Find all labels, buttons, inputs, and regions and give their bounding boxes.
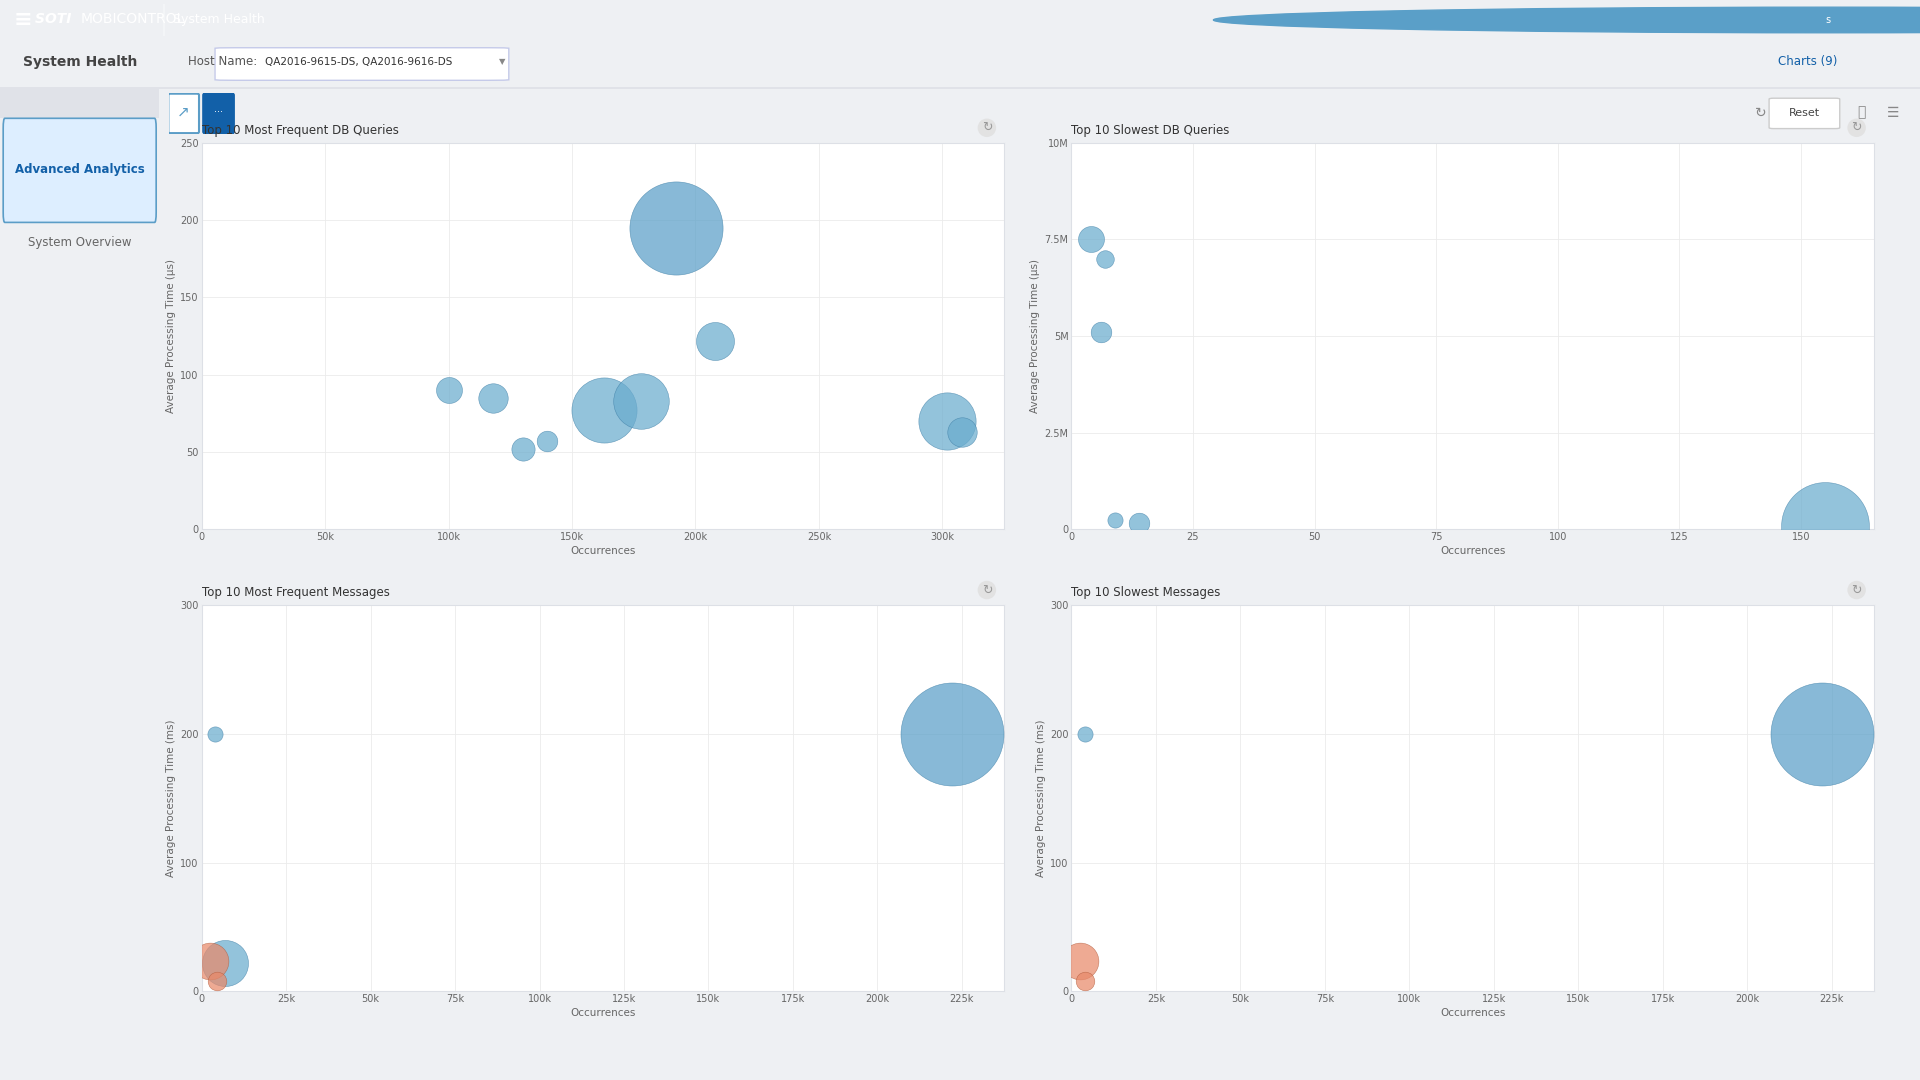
FancyBboxPatch shape xyxy=(204,94,234,133)
FancyBboxPatch shape xyxy=(169,94,200,133)
Point xyxy=(1064,951,1094,969)
Point xyxy=(1085,323,1116,340)
Point xyxy=(1075,231,1106,248)
Text: System Overview: System Overview xyxy=(29,235,131,248)
Text: ≡: ≡ xyxy=(13,10,33,30)
Text: Host Name:: Host Name: xyxy=(188,55,257,68)
Text: System Health: System Health xyxy=(23,55,138,69)
Text: ‧‧‧: ‧‧‧ xyxy=(213,108,223,118)
FancyBboxPatch shape xyxy=(215,48,509,80)
Point xyxy=(1123,514,1154,531)
Point xyxy=(1807,725,1837,742)
X-axis label: Occurrences: Occurrences xyxy=(1440,1009,1505,1018)
FancyBboxPatch shape xyxy=(0,89,159,119)
Text: SOTI: SOTI xyxy=(35,12,75,26)
X-axis label: Occurrences: Occurrences xyxy=(570,1009,636,1018)
Point xyxy=(507,441,538,458)
Text: Top 10 Most Frequent Messages: Top 10 Most Frequent Messages xyxy=(202,586,390,599)
X-axis label: Occurrences: Occurrences xyxy=(1440,546,1505,556)
FancyBboxPatch shape xyxy=(163,4,165,36)
Text: ☰: ☰ xyxy=(1887,106,1899,120)
Text: ↻: ↻ xyxy=(1851,121,1862,134)
Text: ↻: ↻ xyxy=(1755,106,1766,120)
Point xyxy=(947,423,977,441)
Text: Top 10 Slowest DB Queries: Top 10 Slowest DB Queries xyxy=(1071,124,1229,137)
Point xyxy=(931,413,962,430)
Point xyxy=(1069,972,1100,989)
Text: Advanced Analytics: Advanced Analytics xyxy=(15,163,144,176)
Text: ↻: ↻ xyxy=(981,583,993,596)
Point xyxy=(209,955,240,972)
Y-axis label: Average Processing Time (μs): Average Processing Time (μs) xyxy=(165,259,177,413)
X-axis label: Occurrences: Occurrences xyxy=(570,546,636,556)
Text: System Health: System Health xyxy=(173,13,265,27)
Text: ↻: ↻ xyxy=(981,121,993,134)
Text: ↗: ↗ xyxy=(177,105,190,120)
FancyBboxPatch shape xyxy=(1768,98,1839,129)
Point xyxy=(202,972,232,989)
Point xyxy=(200,725,230,742)
Point xyxy=(589,402,620,419)
Text: QA2016-9615-DS, QA2016-9616-DS: QA2016-9615-DS, QA2016-9616-DS xyxy=(265,57,453,67)
FancyBboxPatch shape xyxy=(4,119,156,222)
Point xyxy=(194,951,225,969)
Y-axis label: Average Processing Time (ms): Average Processing Time (ms) xyxy=(1037,719,1046,877)
Text: Top 10 Slowest Messages: Top 10 Slowest Messages xyxy=(1071,586,1221,599)
Circle shape xyxy=(1213,8,1920,32)
Point xyxy=(701,332,732,349)
Point xyxy=(1091,249,1121,267)
Point xyxy=(937,725,968,742)
Point xyxy=(478,389,509,406)
Point xyxy=(532,432,563,449)
Point xyxy=(1811,517,1841,535)
Text: MOBICONTROL: MOBICONTROL xyxy=(81,12,184,26)
Y-axis label: Average Processing Time (ms): Average Processing Time (ms) xyxy=(167,719,177,877)
Point xyxy=(660,219,691,237)
Text: ▼: ▼ xyxy=(499,57,505,66)
Text: Reset: Reset xyxy=(1789,108,1820,118)
Point xyxy=(1100,511,1131,528)
Text: ↻: ↻ xyxy=(1851,583,1862,596)
FancyBboxPatch shape xyxy=(0,86,1920,89)
Y-axis label: Average Processing Time (μs): Average Processing Time (μs) xyxy=(1031,259,1041,413)
Point xyxy=(626,392,657,409)
Text: s: s xyxy=(1826,15,1830,25)
Text: Charts (9): Charts (9) xyxy=(1778,55,1837,68)
Text: sotiqa  ▾: sotiqa ▾ xyxy=(1812,15,1859,25)
Text: ⎕: ⎕ xyxy=(1859,106,1866,120)
Point xyxy=(1069,725,1100,742)
Text: Top 10 Most Frequent DB Queries: Top 10 Most Frequent DB Queries xyxy=(202,124,399,137)
Point xyxy=(434,381,465,399)
